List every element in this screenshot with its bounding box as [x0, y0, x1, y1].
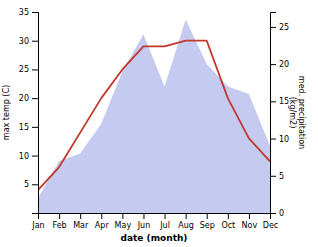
x-axis: Jan Feb Mar Apr May Jun Jul Aug Sep Oct Nov Dec — [31, 213, 278, 230]
x-axis-title: date (month) — [121, 233, 188, 243]
tick: 5 — [24, 180, 38, 189]
y-axis-title: max temp (C) — [2, 85, 11, 140]
plot-area — [38, 19, 270, 213]
tick-mark — [32, 41, 38, 42]
tick-label: Oct — [221, 221, 235, 230]
tick: May — [115, 213, 132, 230]
tick: 0 — [270, 209, 284, 218]
tick-label: Jan — [31, 221, 44, 230]
tick-mark — [32, 69, 38, 70]
tick-mark — [32, 184, 38, 185]
tick: Jul — [159, 213, 170, 230]
y2-axis: 0 5 10 15 20 25 — [270, 13, 289, 219]
tick-mark — [80, 213, 81, 219]
plot-root: Jan Feb Mar Apr May Jun Jul Aug Sep Oct Nov Dec 5 10 1… — [2, 8, 306, 243]
tick-label: Jul — [159, 221, 170, 230]
tick: Nov — [242, 213, 258, 230]
y-axis: 5 10 15 20 25 30 35 — [19, 8, 39, 213]
tick: Feb — [53, 213, 67, 230]
tick-mark — [249, 213, 250, 219]
tick: Mar — [73, 213, 89, 230]
tick-mark — [32, 127, 38, 128]
tick-mark — [32, 98, 38, 99]
tick: Sep — [200, 213, 215, 230]
axis-line — [271, 13, 277, 214]
tick-mark — [32, 156, 38, 157]
tick-label: May — [115, 221, 132, 230]
tick: Jan — [31, 213, 44, 230]
tick-label: 5 — [24, 180, 29, 189]
tick-label: 25 — [279, 23, 289, 32]
tick-label: Dec — [263, 221, 278, 230]
tick-mark — [101, 213, 102, 219]
tick-mark — [207, 213, 208, 219]
tick-mark — [270, 64, 276, 65]
tick-label: 0 — [279, 209, 284, 218]
tick-mark — [270, 139, 276, 140]
tick-label: 35 — [19, 8, 29, 17]
tick-label: Feb — [53, 221, 67, 230]
tick-label: Nov — [242, 221, 258, 230]
tick-mark — [165, 213, 166, 219]
tick-label: Aug — [178, 221, 194, 230]
tick: 30 — [19, 37, 38, 46]
tick: 25 — [19, 65, 38, 74]
tick: Dec — [263, 213, 278, 230]
tick-label: 15 — [19, 123, 29, 132]
tick-mark — [32, 12, 38, 13]
tick-label: 10 — [19, 152, 29, 161]
tick-mark — [122, 213, 123, 219]
tick: 15 — [270, 97, 289, 106]
tick-mark — [270, 27, 276, 28]
tick-mark — [143, 213, 144, 219]
tick-label: 10 — [279, 135, 289, 144]
tick-label: 15 — [279, 97, 289, 106]
tick-label: Sep — [200, 221, 215, 230]
tick-label: 20 — [279, 60, 289, 69]
y2-axis-title: med. precipitation(kg/m2) — [288, 76, 306, 149]
tick-mark — [270, 213, 276, 214]
chart: Jan Feb Mar Apr May Jun Jul Aug Sep Oct Nov Dec 5 10 1… — [0, 0, 318, 247]
tick-mark — [59, 213, 60, 219]
tick-mark — [270, 101, 276, 102]
tick-label: Apr — [95, 221, 110, 230]
tick: 15 — [19, 123, 38, 132]
tick-mark — [186, 213, 187, 219]
axis-title-line: med. precipitation — [297, 76, 306, 149]
tick-mark — [270, 176, 276, 177]
tick: Oct — [221, 213, 235, 230]
tick-label: Jun — [137, 221, 151, 230]
tick-label: 5 — [279, 172, 284, 181]
tick: 5 — [270, 172, 284, 181]
tick: 20 — [19, 94, 38, 103]
tick-label: 30 — [19, 37, 29, 46]
tick-label: 25 — [19, 65, 29, 74]
tick-mark — [228, 213, 229, 219]
tick-label: 20 — [19, 94, 29, 103]
tick: 10 — [270, 135, 289, 144]
tick: 25 — [270, 23, 289, 32]
tick: 10 — [19, 152, 38, 161]
tick: Aug — [178, 213, 194, 230]
tick: 20 — [270, 60, 289, 69]
axis-line — [32, 13, 39, 214]
axis-line — [39, 214, 271, 220]
axis-title-line: (kg/m2) — [288, 97, 297, 129]
area — [38, 19, 270, 213]
tick: Apr — [95, 213, 110, 230]
line — [38, 41, 270, 190]
tick-label: Mar — [73, 221, 89, 230]
tick: 35 — [19, 8, 38, 17]
tick: Jun — [137, 213, 151, 230]
